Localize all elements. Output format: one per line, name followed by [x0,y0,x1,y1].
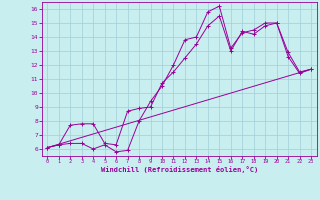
X-axis label: Windchill (Refroidissement éolien,°C): Windchill (Refroidissement éolien,°C) [100,166,258,173]
